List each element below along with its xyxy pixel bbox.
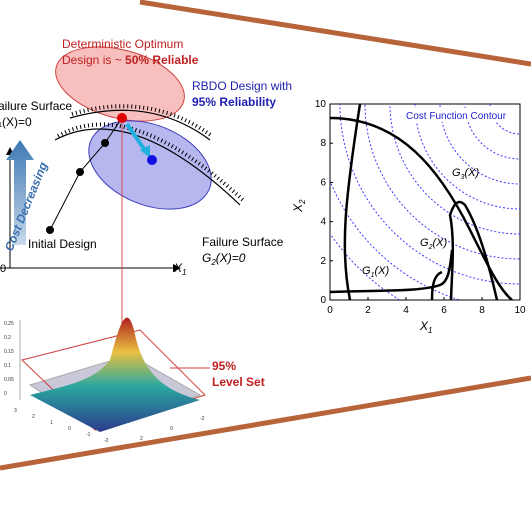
x-tick-label: 3 xyxy=(14,408,17,414)
x-tick-label: 10 xyxy=(514,305,526,316)
origin: 0 xyxy=(0,263,6,275)
x-tick-label: 6 xyxy=(441,305,447,316)
x-tick-label: -2 xyxy=(104,438,109,444)
fs1-label: ailure Surface xyxy=(0,99,72,113)
x-tick-label: 8 xyxy=(479,305,485,316)
x-tick-label: 4 xyxy=(403,305,409,316)
rbdo-label: RBDO Design with xyxy=(192,79,292,93)
z-tick-label: 0 xyxy=(4,391,7,397)
rbdo-point xyxy=(147,155,157,165)
y-tick-label: 4 xyxy=(320,217,326,228)
point xyxy=(46,226,54,234)
fs1-label: ₁(X)=0 xyxy=(0,115,32,129)
level-label: Level Set xyxy=(212,375,265,389)
point xyxy=(101,139,109,147)
y-tick-label: -2 xyxy=(200,416,205,422)
x1-label: X1 xyxy=(173,261,186,277)
fs2-label: Failure Surface xyxy=(202,235,284,249)
y-label: X2 xyxy=(291,199,307,213)
det-label: Design is ~ 50% Reliable xyxy=(62,53,199,67)
surface xyxy=(30,318,200,432)
g3-label: G3(X) xyxy=(452,167,479,181)
y-tick-label: 0 xyxy=(320,295,326,306)
y-tick-label: 0 xyxy=(170,426,173,432)
point xyxy=(76,168,84,176)
x-tick-label: 2 xyxy=(32,414,35,420)
rbdo-label: 95% Reliability xyxy=(192,95,276,109)
g1-label: G1(X) xyxy=(362,265,389,279)
x-label: X1 xyxy=(419,319,432,335)
rbdo-ellipse xyxy=(76,104,225,226)
initial-label: Initial Design xyxy=(28,237,97,251)
x-tick-label: -1 xyxy=(86,432,91,438)
y-tick-label: 6 xyxy=(320,177,326,188)
det-label: Deterministic Optimum xyxy=(62,37,183,51)
y-tick-label: 2 xyxy=(140,436,143,442)
x-tick-label: 0 xyxy=(68,426,71,432)
x-tick-label: 1 xyxy=(50,420,53,426)
x-tick-label: 0 xyxy=(327,305,333,316)
z-tick-label: 0.1 xyxy=(4,363,11,369)
x-tick-label: 2 xyxy=(365,305,371,316)
level-label: 95% xyxy=(212,359,236,373)
fs2-label: G2(X)=0 xyxy=(202,251,246,267)
y-tick-label: 8 xyxy=(320,138,326,149)
y-tick-label: 2 xyxy=(320,256,326,267)
deterministic-point xyxy=(117,113,127,123)
z-tick-label: 0.25 xyxy=(4,321,14,327)
figure: Cost Decreasing Deterministic Optimum De… xyxy=(0,0,531,500)
z-tick-label: 0.05 xyxy=(4,377,14,383)
z-tick-label: 0.2 xyxy=(4,335,11,341)
z-tick-label: 0.15 xyxy=(4,349,14,355)
legend: Cost Function Contour xyxy=(406,111,507,122)
y-tick-label: 10 xyxy=(315,99,327,110)
g2-label: G2(X) xyxy=(420,237,447,251)
